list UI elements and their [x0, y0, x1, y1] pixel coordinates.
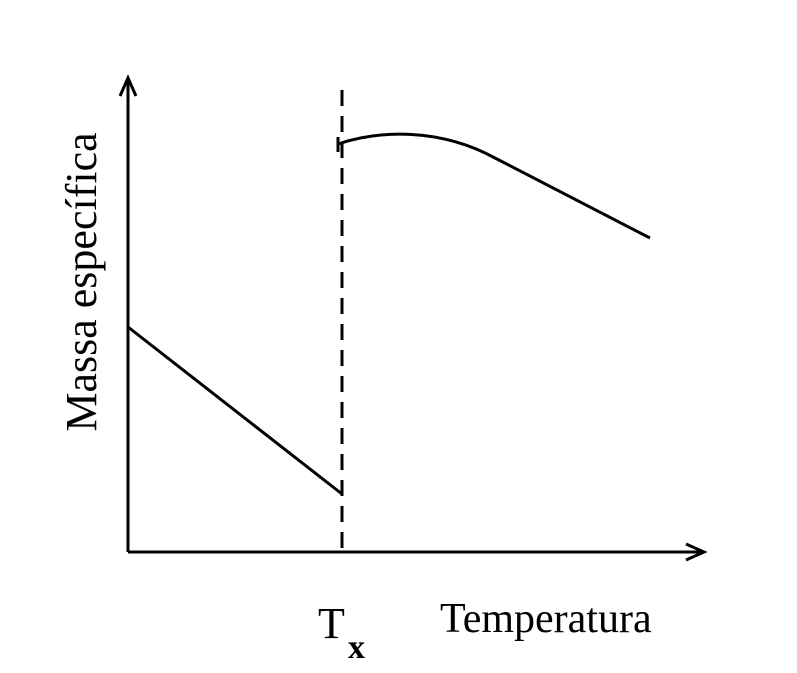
y-axis-arrow — [118, 74, 138, 97]
x-axis-label: Temperatura — [440, 596, 652, 642]
solid-phase-line — [127, 325, 343, 496]
x-axis-arrow — [685, 542, 708, 562]
tx-label: T — [318, 599, 345, 648]
y-axis-label: Massa específica — [57, 132, 106, 431]
tx-subscript: x — [348, 629, 365, 666]
liquid-phase-curve — [336, 132, 651, 240]
